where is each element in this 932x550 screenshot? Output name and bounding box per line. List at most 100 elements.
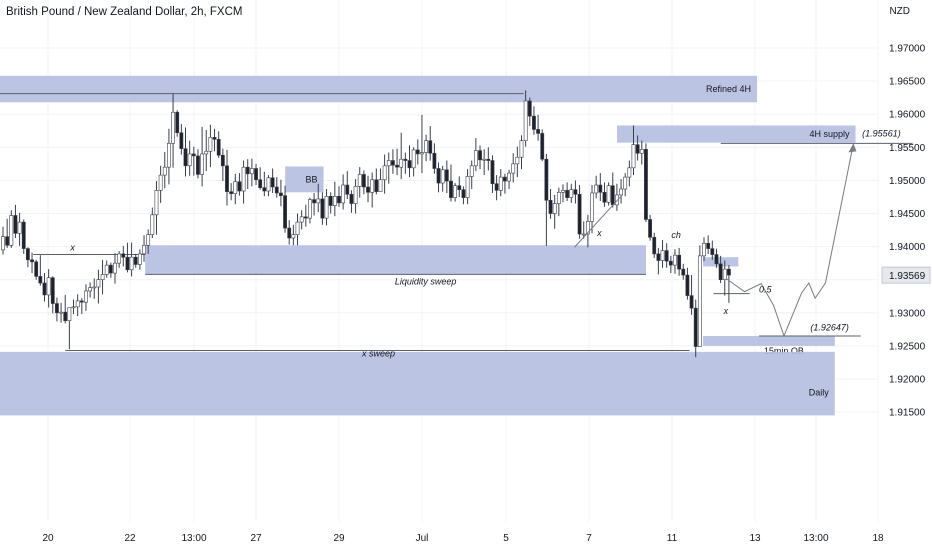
- candle-body: [42, 282, 47, 296]
- candle-body: [208, 137, 213, 152]
- candle-body: [644, 148, 648, 220]
- candle-body: [515, 156, 520, 165]
- projection-path: [725, 143, 854, 338]
- candle-body: [5, 236, 10, 246]
- candle-body: [552, 203, 557, 214]
- time-tick-label: 29: [333, 533, 345, 544]
- candle-body: [391, 160, 395, 166]
- candle-body: [71, 306, 76, 309]
- candle-body: [220, 154, 225, 167]
- candle-body: [341, 184, 346, 204]
- candle-body: [660, 250, 665, 261]
- candle-body: [270, 177, 275, 188]
- candle-body: [38, 276, 43, 284]
- candle-body: [187, 153, 192, 167]
- candle-body: [316, 198, 321, 204]
- candle-body: [639, 148, 644, 154]
- candle-body: [444, 169, 449, 182]
- candle-body: [63, 311, 68, 322]
- candle-body: [295, 221, 300, 235]
- candle-body: [100, 274, 105, 280]
- candle-body: [536, 129, 540, 134]
- candle-body: [353, 186, 358, 204]
- candle-body: [9, 215, 14, 246]
- candle-body: [511, 163, 516, 174]
- candle-body: [158, 174, 163, 191]
- candle-body: [569, 189, 574, 198]
- price-tick-label: 1.93000: [889, 308, 926, 319]
- annotation-label: x: [69, 243, 75, 253]
- price-tick-label: 1.94500: [889, 209, 926, 220]
- candle-body: [179, 132, 184, 149]
- candle-body: [677, 254, 682, 270]
- candle-body: [652, 237, 657, 255]
- time-tick-label: 27: [250, 533, 262, 544]
- zone-label: BB: [306, 174, 318, 184]
- candle-body: [668, 260, 673, 266]
- candle-body: [196, 155, 200, 175]
- candle-body: [266, 177, 271, 192]
- candle-body: [137, 253, 142, 265]
- candle-body: [183, 148, 188, 167]
- candle-body: [457, 185, 462, 190]
- candle-body: [395, 164, 399, 168]
- candle-body: [403, 158, 408, 161]
- candle-body: [67, 307, 72, 322]
- candle-body: [324, 195, 329, 219]
- candle-body: [216, 139, 221, 156]
- zone-label: Liquidity sweep: [395, 276, 457, 286]
- candle-body: [561, 190, 565, 193]
- candle-body: [681, 268, 686, 276]
- candle-body: [486, 158, 491, 161]
- candle-body: [84, 290, 88, 303]
- candle-body: [523, 100, 528, 141]
- zone-rect: [0, 75, 758, 103]
- candle-body: [685, 274, 690, 296]
- candle-body: [104, 264, 109, 275]
- candle-body: [162, 166, 167, 176]
- candle-body: [478, 150, 482, 161]
- candle-body: [258, 179, 263, 188]
- candle-body: [428, 140, 433, 154]
- candle-body: [420, 152, 424, 155]
- candle-body: [21, 221, 26, 249]
- candle-body: [291, 234, 296, 239]
- candle-body: [415, 149, 420, 155]
- candle-body: [615, 194, 619, 206]
- time-tick-label: 7: [586, 533, 592, 544]
- candle-body: [440, 169, 445, 184]
- time-tick-label: 20: [42, 533, 54, 544]
- price-tick-label: 1.91500: [889, 408, 926, 419]
- price-tick-label: 1.95000: [889, 176, 926, 187]
- last-price-badge: [881, 266, 931, 284]
- candle-body: [718, 263, 723, 281]
- candle-body: [121, 253, 126, 258]
- annotation-label: 0.5: [759, 284, 773, 294]
- candle-body: [88, 287, 93, 292]
- candle-body: [212, 137, 217, 140]
- candle-body: [726, 268, 731, 276]
- annotation-label: (1.92647): [810, 323, 849, 333]
- candle-body: [602, 192, 607, 203]
- candle-body: [55, 303, 59, 314]
- candle-body: [693, 307, 698, 347]
- candle-body: [191, 153, 196, 157]
- candle-body: [697, 255, 702, 347]
- candle-body: [565, 190, 570, 198]
- candle-body: [171, 111, 175, 144]
- time-tick-label: 11: [667, 533, 678, 544]
- candle-body: [386, 160, 391, 167]
- last-price-label: 1.93569: [889, 271, 926, 282]
- candle-body: [320, 198, 325, 219]
- candle-body: [498, 176, 503, 191]
- candle-body: [461, 189, 466, 198]
- zone-label: 4H supply: [809, 129, 850, 139]
- candle-body: [274, 186, 279, 194]
- candle-body: [233, 181, 238, 194]
- candle-body: [581, 233, 586, 236]
- candle-body: [357, 174, 362, 187]
- candle-body: [556, 192, 561, 204]
- candle-body: [237, 181, 242, 192]
- candle-body: [527, 100, 532, 117]
